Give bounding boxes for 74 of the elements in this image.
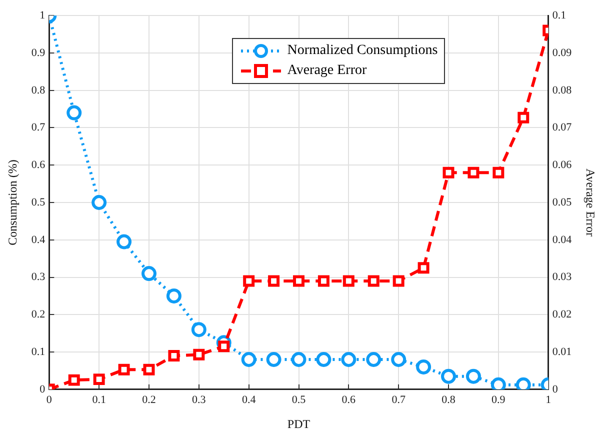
point bbox=[241, 352, 256, 367]
y2-tick-label: 0.1 bbox=[552, 9, 566, 22]
y2-tick-label: 0.09 bbox=[552, 46, 572, 59]
point bbox=[468, 166, 480, 178]
point bbox=[418, 262, 430, 274]
point bbox=[293, 275, 304, 287]
x-tick-label: 0.8 bbox=[442, 394, 456, 406]
point bbox=[191, 322, 206, 338]
point bbox=[168, 350, 180, 362]
x-tick-label: 0.9 bbox=[492, 394, 506, 406]
y-tick-label: 0.6 bbox=[31, 159, 46, 172]
y-tick-label: 0 bbox=[40, 383, 46, 396]
y2-tick-label: 0.01 bbox=[552, 346, 572, 358]
point bbox=[268, 275, 280, 287]
point bbox=[141, 266, 156, 282]
point bbox=[366, 352, 382, 367]
y2-tick-label: 0.06 bbox=[552, 159, 572, 172]
point bbox=[318, 275, 330, 287]
y-tick-label: 0.9 bbox=[31, 46, 46, 59]
point bbox=[143, 364, 155, 376]
y-tick-label: 0.4 bbox=[31, 234, 46, 246]
x-tick-label: 0.2 bbox=[142, 394, 156, 406]
point bbox=[266, 352, 282, 367]
point bbox=[118, 364, 130, 376]
point bbox=[218, 340, 230, 352]
y2-tick-label: 0.08 bbox=[552, 84, 572, 96]
y2-tick-label: 0 bbox=[552, 383, 558, 396]
point bbox=[368, 275, 380, 287]
y-tick-label: 0.2 bbox=[31, 308, 46, 321]
y-tick-label: 0.8 bbox=[31, 84, 46, 96]
y2-tick-label: 0.02 bbox=[552, 308, 572, 321]
point bbox=[442, 166, 454, 178]
point bbox=[516, 377, 531, 390]
point bbox=[92, 195, 107, 210]
point bbox=[392, 275, 404, 287]
point bbox=[66, 105, 82, 120]
x-tick-label: 1 bbox=[546, 394, 552, 406]
point bbox=[316, 352, 332, 367]
y2-tick-label: 0.05 bbox=[552, 196, 572, 208]
y2-tick-label: 0.04 bbox=[552, 234, 572, 246]
point bbox=[391, 352, 406, 367]
point bbox=[68, 374, 80, 386]
point bbox=[416, 359, 432, 374]
point bbox=[291, 352, 306, 367]
y-axis-title: Consumption (%) bbox=[5, 160, 20, 246]
y-tick-label: 0.7 bbox=[31, 122, 46, 134]
legend-label: Average Error bbox=[287, 62, 367, 80]
x-tick-label: 0.7 bbox=[392, 394, 406, 406]
point bbox=[193, 348, 205, 360]
y-tick-label: 1 bbox=[40, 9, 46, 22]
point bbox=[342, 275, 354, 287]
point bbox=[93, 374, 105, 386]
point bbox=[492, 166, 504, 178]
y-tick-label: 0.3 bbox=[31, 271, 46, 284]
point bbox=[490, 377, 506, 390]
y2-tick-label: 0.03 bbox=[552, 271, 572, 284]
point bbox=[341, 352, 356, 367]
x-tick-label: 0.4 bbox=[242, 394, 256, 406]
x-axis-title: PDT bbox=[287, 416, 311, 431]
x-tick-label: 0.6 bbox=[342, 394, 356, 406]
point bbox=[518, 112, 530, 124]
legend-label: Normalized Consumptions bbox=[287, 42, 438, 60]
point bbox=[441, 368, 456, 384]
x-tick-label: 0.3 bbox=[192, 394, 206, 406]
point bbox=[116, 234, 132, 250]
y2-tick-label: 0.07 bbox=[552, 122, 572, 134]
x-tick-label: 0.1 bbox=[92, 394, 106, 406]
x-tick-label: 0.5 bbox=[292, 394, 306, 406]
point bbox=[243, 275, 255, 287]
point bbox=[466, 368, 481, 384]
point bbox=[166, 288, 182, 304]
y-tick-label: 0.5 bbox=[31, 196, 46, 208]
y2-axis-title: Average Error bbox=[584, 168, 598, 237]
y-tick-label: 0.1 bbox=[31, 346, 46, 358]
